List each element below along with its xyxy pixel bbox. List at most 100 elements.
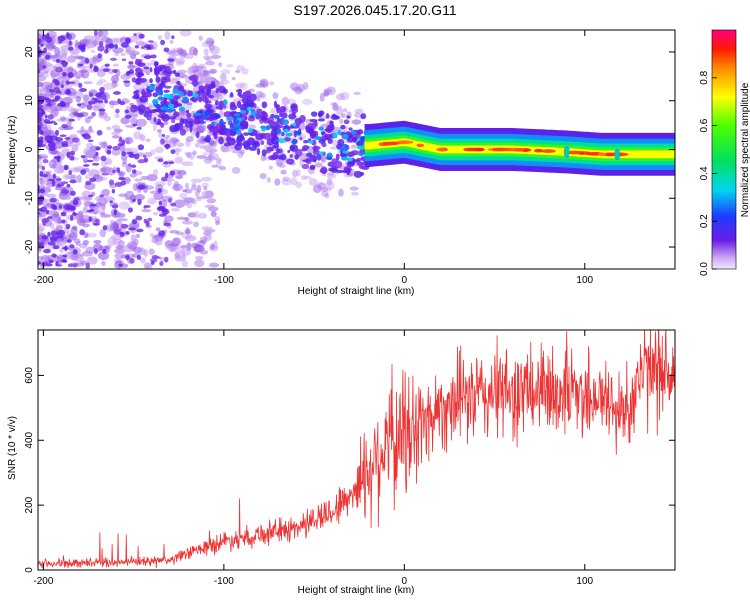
- spectrogram-cell: [41, 235, 49, 240]
- spectrogram-cell: [145, 71, 151, 76]
- spectrogram-cell: [85, 174, 91, 180]
- spectrogram-cell: [211, 121, 216, 126]
- spectrogram-cell: [334, 115, 341, 120]
- spectrogram-cell: [112, 145, 121, 151]
- snr-xlabel: Height of straight line (km): [298, 585, 415, 596]
- spectrogram-cell: [167, 103, 175, 109]
- spectrogram-cell: [82, 195, 89, 204]
- spectrogram-cell: [283, 137, 292, 142]
- spectrogram-cell: [275, 104, 281, 109]
- spectrogram-cell: [259, 111, 268, 120]
- spectrogram-cell: [199, 236, 208, 241]
- spectrogram-cell: [83, 81, 93, 85]
- spectrogram-cell: [60, 61, 69, 66]
- spectrogram-cell: [295, 181, 302, 189]
- spectrogram-cell: [129, 257, 135, 264]
- spectrogram-cell: [295, 130, 302, 135]
- spectrogram-cell: [338, 188, 344, 197]
- spectrogram-cell: [195, 131, 200, 139]
- spectrogram-cell: [318, 112, 322, 117]
- spectrogram-cell: [330, 166, 339, 173]
- spectrogram-cell: [54, 129, 60, 136]
- spectrogram-cell: [48, 178, 55, 182]
- spectrogram-cell: [382, 141, 400, 146]
- spectrogram-cell: [240, 109, 246, 114]
- spectrogram-cell: [53, 245, 58, 249]
- spectrogram-cell: [153, 192, 164, 201]
- spectrogram-cell: [274, 178, 281, 186]
- spectrogram-cell: [131, 105, 139, 109]
- spectrogram-cell: [102, 68, 110, 72]
- spectrogram-cell: [308, 178, 318, 186]
- spectrogram-cell: [338, 146, 347, 151]
- spectrogram-cell: [192, 93, 199, 98]
- spectrogram-cell: [164, 215, 174, 223]
- spectrogram-cell: [196, 184, 202, 193]
- spectrogram-cell: [167, 58, 175, 62]
- y-tick-label: 600: [24, 367, 35, 384]
- spectrogram-cell: [193, 210, 200, 219]
- spectrogram-cell: [55, 261, 59, 266]
- spectrogram-cell: [50, 99, 59, 102]
- spectrogram-cell: [318, 151, 325, 156]
- spectrogram-cell: [332, 132, 338, 139]
- spectrogram-cell: [78, 82, 83, 88]
- spectrogram-cell: [68, 40, 72, 46]
- spectrogram-cell: [191, 81, 200, 86]
- spectrogram-cell: [116, 167, 121, 174]
- spectrogram-cell: [128, 227, 136, 231]
- spectrogram-cell: [98, 108, 106, 112]
- spectrogram-cell: [93, 239, 102, 244]
- spectrogram-cell: [340, 113, 346, 119]
- spectrogram-cell: [165, 245, 176, 250]
- y-tick-label: -20: [24, 239, 35, 254]
- spectrogram-cell: [53, 166, 65, 174]
- spectrogram-cell: [97, 30, 109, 38]
- spectrogram-cell: [45, 209, 50, 215]
- spectrogram-cell: [72, 212, 78, 216]
- spectrogram-cell: [89, 56, 101, 64]
- spectrogram-cell: [320, 123, 329, 128]
- spectrogram-cell: [295, 169, 301, 177]
- spectrogram-cell: [189, 120, 194, 127]
- spectrogram-cell: [45, 121, 54, 124]
- spectrogram-cell: [175, 174, 183, 180]
- spectrogram-cell: [262, 132, 272, 141]
- spectrogram-cell: [171, 49, 181, 57]
- spectrogram-cell: [161, 134, 166, 137]
- spectrogram-cell: [45, 36, 53, 43]
- spectrogram-cell: [51, 150, 60, 155]
- spectrogram-cell: [220, 69, 231, 75]
- spectrogram-cell: [615, 151, 620, 158]
- spectrogram-cell: [145, 138, 151, 142]
- spectrogram-cell: [217, 94, 224, 100]
- spectrogram-cell: [54, 78, 59, 84]
- y-tick-label: 10: [24, 95, 35, 107]
- spectrogram-cell: [101, 159, 107, 168]
- spectrogram-cell: [170, 149, 176, 155]
- spectrogram-cell: [124, 195, 131, 201]
- spectrogram-cell: [92, 222, 100, 226]
- spectrogram-cell: [66, 151, 71, 159]
- spectrogram-cell: [437, 147, 446, 152]
- spectrogram-cell: [131, 169, 137, 174]
- spectrogram-cell: [210, 80, 216, 89]
- spectrogram-cell: [105, 167, 117, 176]
- spectrogram-cell: [77, 63, 84, 67]
- spectrogram-cell: [71, 79, 80, 86]
- spectrogram-cell: [152, 98, 159, 105]
- spectrogram-cell: [67, 263, 73, 268]
- spectrogram-cell: [289, 154, 293, 158]
- spectrogram-cell: [85, 180, 92, 186]
- spectrogram-cell: [210, 54, 221, 59]
- spectrogram-cell: [91, 97, 97, 101]
- spectrogram-cell: [248, 127, 253, 134]
- spectrogram-cell: [40, 254, 51, 264]
- spectrogram-cell: [96, 129, 103, 136]
- spectrogram-cell: [235, 119, 240, 125]
- spectrogram-cell: [58, 229, 66, 237]
- spectrogram-cell: [113, 229, 122, 235]
- spectrogram-cell: [199, 250, 209, 255]
- spectrogram-cell: [115, 108, 120, 114]
- spectrogram-cell: [196, 155, 207, 159]
